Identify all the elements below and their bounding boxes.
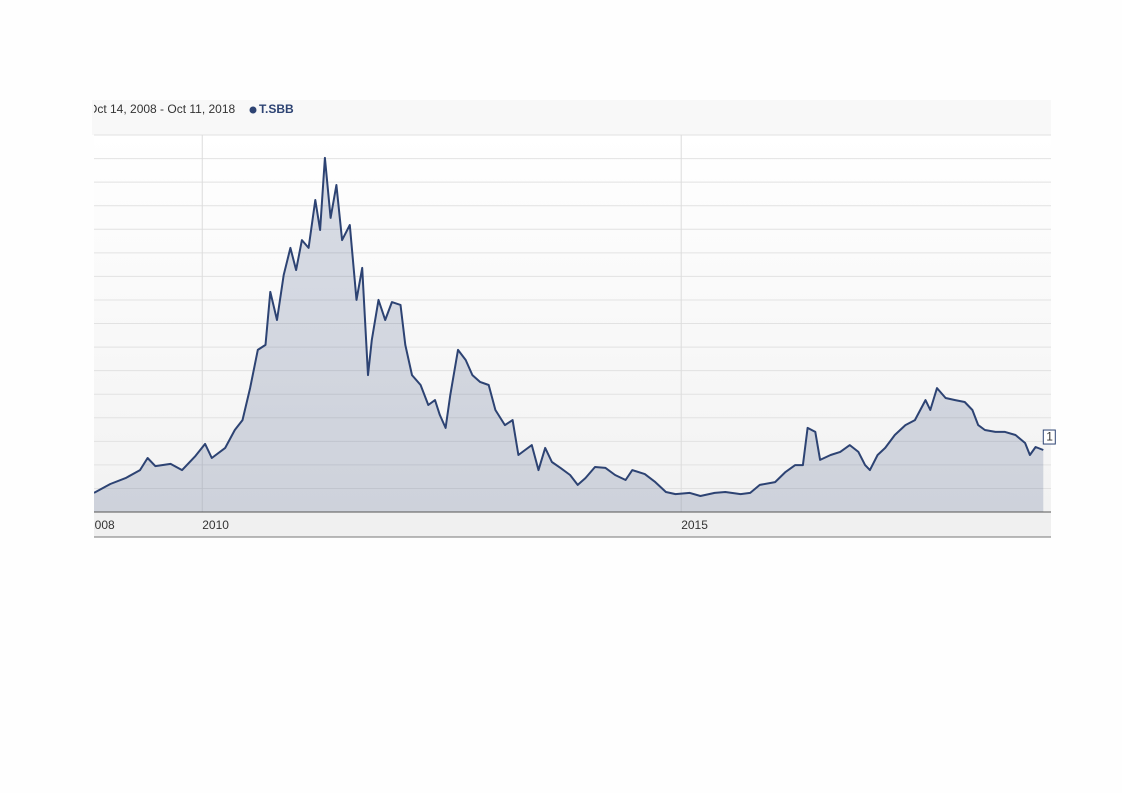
x-axis-band	[94, 512, 1051, 537]
end-label-box	[1042, 429, 1056, 445]
x-tick-label: 2008	[88, 518, 115, 532]
line	[94, 156, 1044, 497]
legend-dot	[249, 106, 257, 114]
x-tick-label: 2015	[681, 518, 708, 532]
plot: 2008 2010 2015	[88, 134, 1051, 532]
date-range: Oct 14, 2008 - Oct 11, 2018	[88, 102, 236, 116]
area	[94, 157, 1044, 512]
end-label: 1	[1046, 430, 1053, 444]
legend-label: T.SBB	[259, 102, 294, 116]
x-tick-label: 2010	[202, 518, 229, 532]
overlay: Oct 14, 2008 - Oct 11, 2018 T.SBB 1	[88, 102, 1056, 538]
header-band	[92, 100, 1051, 135]
